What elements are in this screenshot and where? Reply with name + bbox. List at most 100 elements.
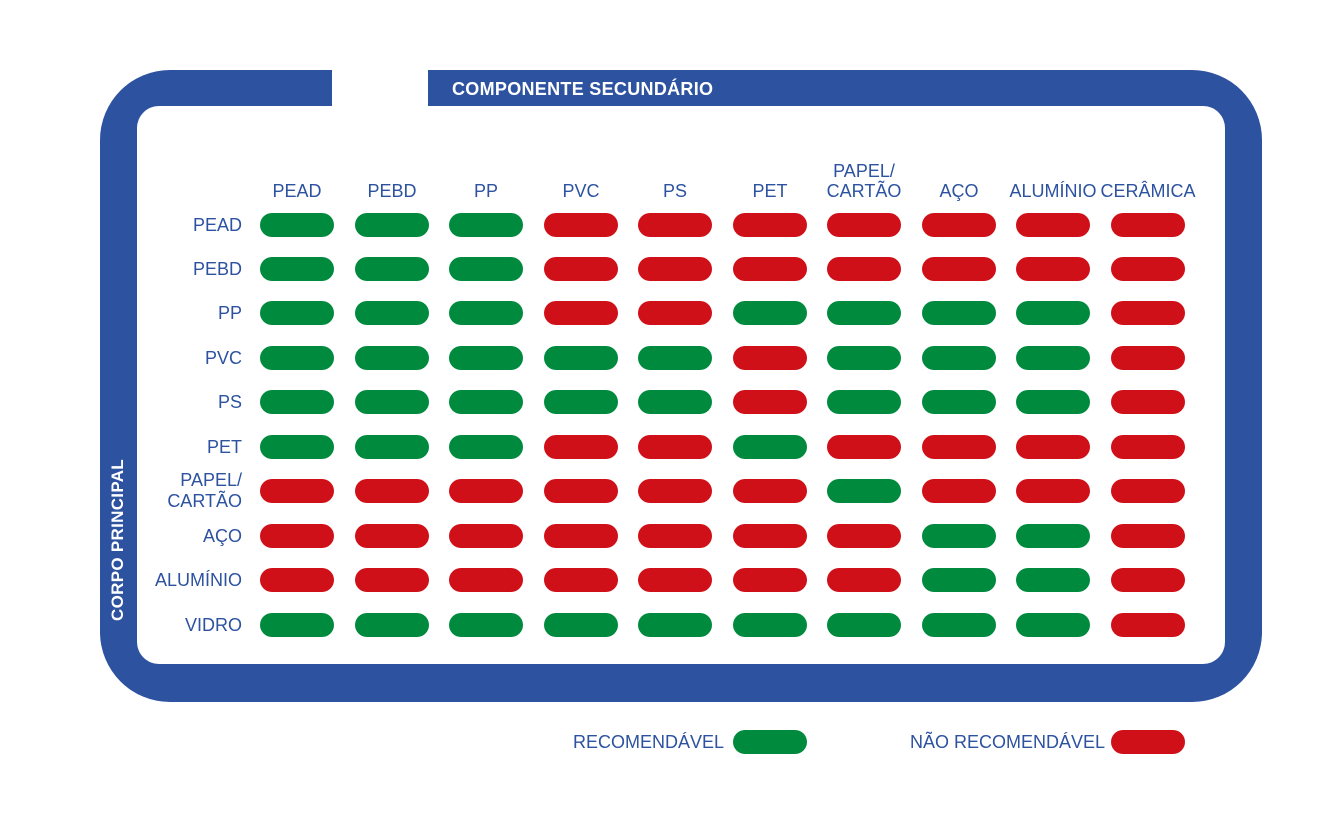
cell-not-recommended bbox=[827, 213, 901, 237]
cell-recommended bbox=[355, 257, 429, 281]
cell-not-recommended bbox=[544, 257, 618, 281]
cell-recommended bbox=[544, 390, 618, 414]
cell-not-recommended bbox=[449, 568, 523, 592]
cell-recommended bbox=[355, 213, 429, 237]
cell-not-recommended bbox=[260, 524, 334, 548]
cell-recommended bbox=[922, 346, 996, 370]
cell-not-recommended bbox=[638, 213, 712, 237]
row-header: PEBD bbox=[192, 258, 242, 279]
cell-not-recommended bbox=[449, 479, 523, 503]
cell-not-recommended bbox=[1111, 301, 1185, 325]
cell-not-recommended bbox=[544, 301, 618, 325]
cell-not-recommended bbox=[355, 568, 429, 592]
cell-recommended bbox=[827, 301, 901, 325]
legend-recommended-label: RECOMENDÁVEL bbox=[573, 732, 725, 752]
cell-recommended bbox=[449, 257, 523, 281]
row-header: PEAD bbox=[192, 214, 242, 235]
cell-recommended bbox=[260, 390, 334, 414]
cell-not-recommended bbox=[733, 390, 807, 414]
cell-recommended bbox=[1016, 301, 1090, 325]
cell-not-recommended bbox=[1016, 435, 1090, 459]
cell-recommended bbox=[544, 613, 618, 637]
row-header: PAPEL/ CARTÃO bbox=[167, 470, 242, 511]
cell-recommended bbox=[827, 479, 901, 503]
row-header: VIDRO bbox=[184, 614, 242, 635]
cell-recommended bbox=[355, 301, 429, 325]
cell-not-recommended bbox=[544, 568, 618, 592]
cell-recommended bbox=[827, 613, 901, 637]
cell-recommended bbox=[827, 346, 901, 370]
cell-recommended bbox=[544, 346, 618, 370]
cell-recommended bbox=[1016, 568, 1090, 592]
cell-not-recommended bbox=[1016, 257, 1090, 281]
cell-recommended bbox=[1016, 524, 1090, 548]
cell-not-recommended bbox=[922, 257, 996, 281]
cell-not-recommended bbox=[733, 524, 807, 548]
column-header: CERÂMICA bbox=[1100, 181, 1196, 201]
cell-recommended bbox=[638, 613, 712, 637]
cell-recommended bbox=[922, 524, 996, 548]
cell-recommended bbox=[922, 568, 996, 592]
column-header: AÇO bbox=[939, 181, 979, 201]
column-header: PP bbox=[473, 181, 498, 201]
cell-recommended bbox=[355, 346, 429, 370]
column-header: PVC bbox=[562, 181, 600, 201]
cell-recommended bbox=[449, 213, 523, 237]
cell-not-recommended bbox=[922, 479, 996, 503]
cell-recommended bbox=[449, 390, 523, 414]
cell-not-recommended bbox=[827, 524, 901, 548]
cell-recommended bbox=[260, 613, 334, 637]
cell-not-recommended bbox=[1111, 479, 1185, 503]
cell-not-recommended bbox=[1111, 213, 1185, 237]
cell-recommended bbox=[355, 435, 429, 459]
cell-recommended bbox=[827, 390, 901, 414]
cell-not-recommended bbox=[638, 435, 712, 459]
cell-not-recommended bbox=[1016, 479, 1090, 503]
cell-recommended bbox=[922, 390, 996, 414]
cell-not-recommended bbox=[449, 524, 523, 548]
cell-recommended bbox=[260, 435, 334, 459]
cell-recommended bbox=[922, 613, 996, 637]
cell-not-recommended bbox=[733, 257, 807, 281]
cell-not-recommended bbox=[1111, 346, 1185, 370]
cell-recommended bbox=[449, 613, 523, 637]
cell-recommended bbox=[733, 613, 807, 637]
cell-not-recommended bbox=[260, 568, 334, 592]
cell-not-recommended bbox=[733, 568, 807, 592]
cell-not-recommended bbox=[638, 479, 712, 503]
cell-recommended bbox=[260, 346, 334, 370]
cell-not-recommended bbox=[922, 213, 996, 237]
column-header: PEAD bbox=[272, 181, 322, 201]
cell-not-recommended bbox=[1111, 613, 1185, 637]
cell-recommended bbox=[260, 257, 334, 281]
cell-recommended bbox=[733, 301, 807, 325]
cell-not-recommended bbox=[827, 568, 901, 592]
cell-recommended bbox=[1016, 613, 1090, 637]
cell-not-recommended bbox=[827, 257, 901, 281]
cell-not-recommended bbox=[827, 435, 901, 459]
cell-recommended bbox=[355, 390, 429, 414]
cell-recommended bbox=[355, 613, 429, 637]
cell-not-recommended bbox=[638, 301, 712, 325]
cell-not-recommended bbox=[1111, 568, 1185, 592]
cell-recommended bbox=[1016, 346, 1090, 370]
column-header: PAPEL/ CARTÃO bbox=[826, 161, 902, 201]
cell-not-recommended bbox=[733, 479, 807, 503]
cell-recommended bbox=[449, 301, 523, 325]
cell-recommended bbox=[733, 435, 807, 459]
cell-not-recommended bbox=[544, 479, 618, 503]
column-header: PEBD bbox=[367, 181, 417, 201]
row-header: PP bbox=[217, 302, 242, 323]
cell-recommended bbox=[449, 346, 523, 370]
cell-not-recommended bbox=[544, 435, 618, 459]
cell-not-recommended bbox=[544, 213, 618, 237]
cell-recommended bbox=[260, 213, 334, 237]
cell-not-recommended bbox=[922, 435, 996, 459]
column-header: PET bbox=[752, 181, 788, 201]
frame-gap bbox=[332, 66, 428, 108]
legend-not-recommended-swatch bbox=[1111, 730, 1185, 754]
cell-not-recommended bbox=[1111, 524, 1185, 548]
cell-recommended bbox=[449, 435, 523, 459]
legend-not-recommended-label: NÃO RECOMENDÁVEL bbox=[910, 732, 1106, 752]
row-header: PVC bbox=[204, 347, 242, 368]
